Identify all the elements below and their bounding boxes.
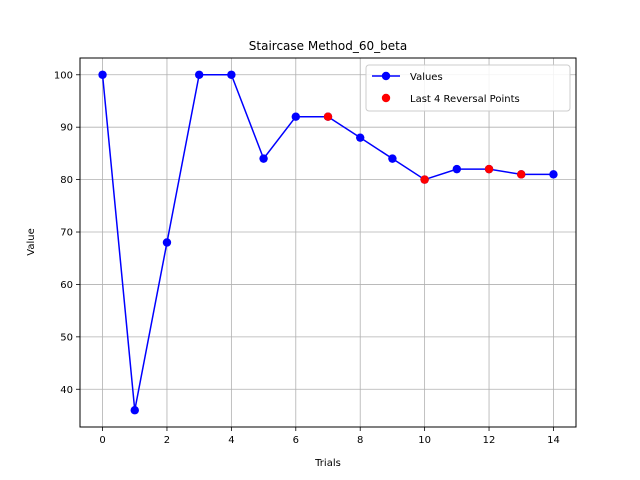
x-tick-label: 2 [164, 435, 170, 446]
data-point-series-0 [452, 164, 462, 174]
y-tick-label: 70 [60, 228, 73, 239]
data-point-series-0 [549, 170, 558, 179]
grid-lines [80, 58, 576, 427]
data-point-series-0 [356, 133, 365, 142]
y-tick-label: 100 [54, 70, 73, 81]
x-tick-label: 12 [483, 435, 496, 446]
data-point-series-1 [484, 164, 494, 174]
y-axis-label: Value [26, 228, 37, 255]
x-tick-label: 4 [228, 435, 234, 446]
legend-values-marker [381, 71, 391, 81]
legend-values-label: Values [410, 72, 443, 83]
y-tick-label: 50 [60, 332, 73, 343]
plot-frame [79, 57, 577, 428]
x-tick-label: 8 [357, 435, 363, 446]
data-point-series-0 [227, 70, 236, 79]
data-point-series-0 [98, 70, 107, 79]
x-tick-label: 6 [293, 435, 299, 446]
legend-box [365, 64, 571, 112]
y-tick-label: 90 [60, 123, 73, 134]
x-axis-label: Trials [314, 458, 341, 469]
data-point-series-0 [259, 154, 268, 163]
series-layer [98, 70, 558, 415]
data-point-series-1 [517, 170, 526, 179]
y-tick-label: 80 [60, 175, 73, 186]
x-tick-label: 0 [99, 435, 105, 446]
legend-reversal-marker [381, 93, 391, 103]
data-point-series-1 [323, 112, 333, 121]
data-point-series-1 [420, 175, 429, 184]
legend-reversal-label: Last 4 Reversal Points [410, 94, 520, 105]
data-point-series-0 [130, 406, 139, 415]
data-point-series-0 [388, 154, 397, 163]
x-tick-label: 10 [418, 435, 431, 446]
legend: Values Last 4 Reversal Points [365, 64, 571, 112]
x-tick-label: 14 [547, 435, 560, 446]
axis-ticks: 0 2 4 6 8 10 12 14 40 50 60 70 80 90 100 [54, 70, 560, 446]
chart-title: Staircase Method_60_beta [249, 39, 407, 53]
data-point-series-0 [162, 238, 172, 247]
y-tick-label: 60 [60, 280, 73, 291]
data-point-series-0 [291, 112, 300, 121]
data-point-series-0 [194, 70, 204, 79]
y-tick-label: 40 [60, 385, 73, 396]
